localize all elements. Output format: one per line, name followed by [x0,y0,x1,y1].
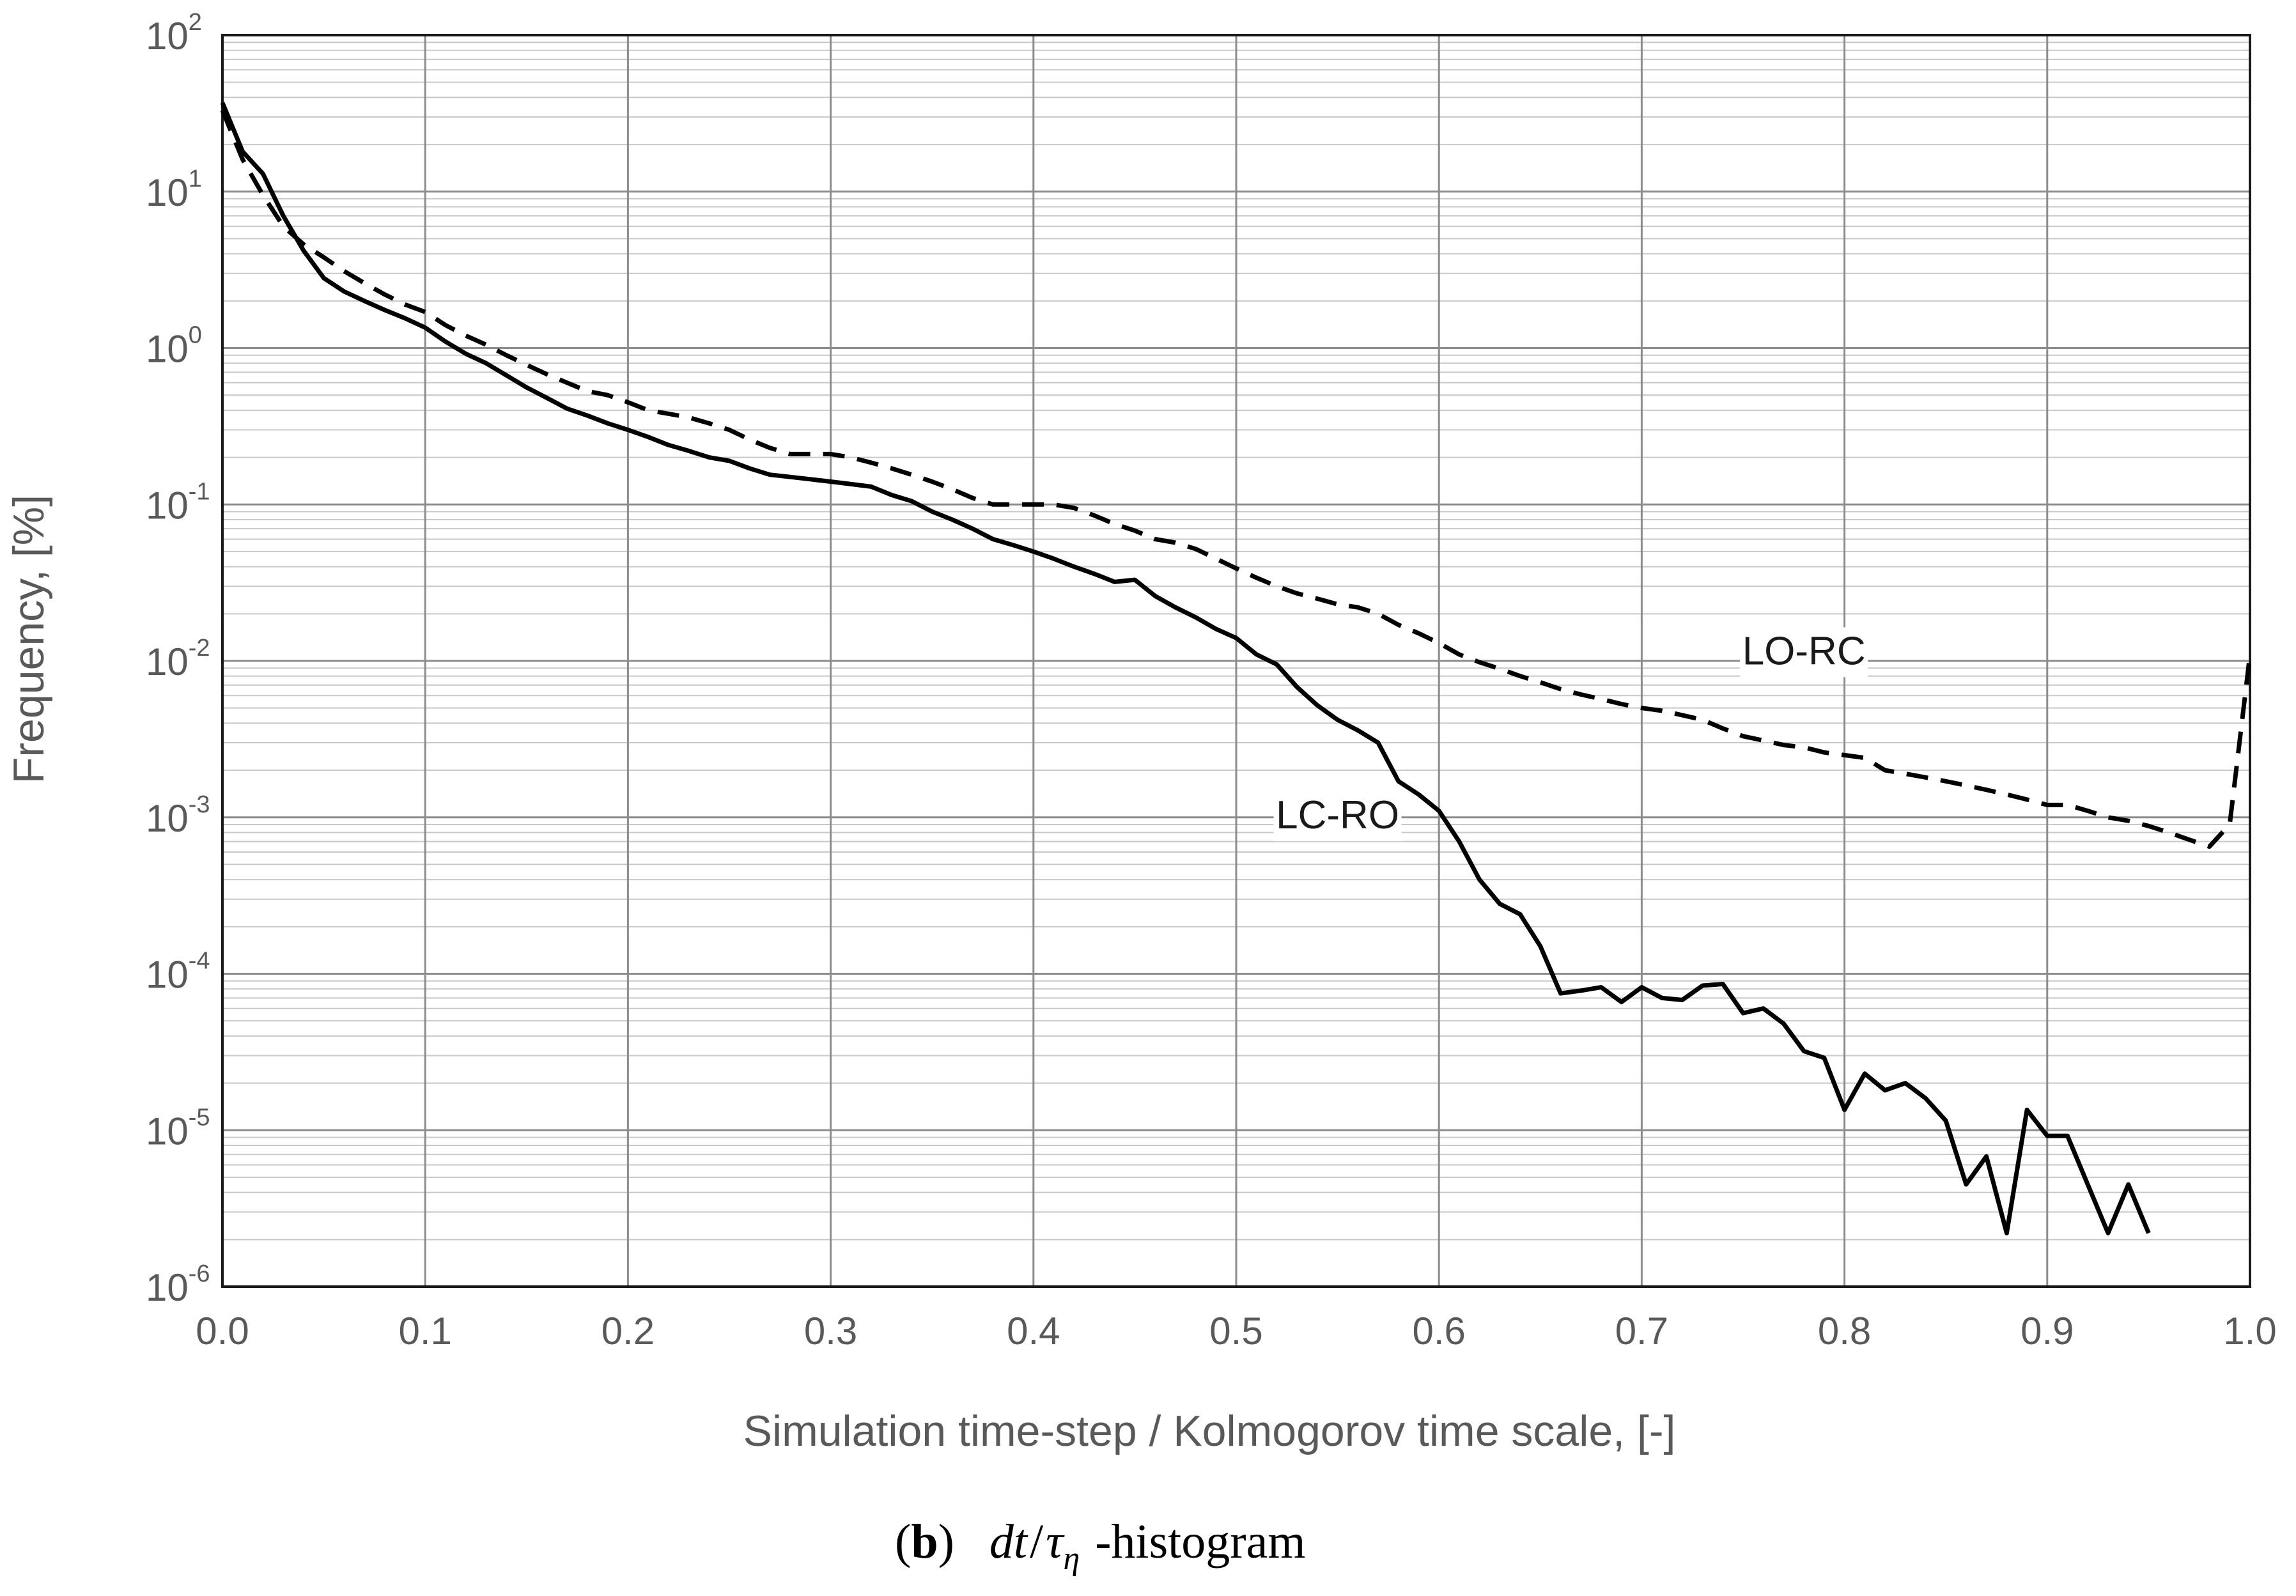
x-tick-label: 0.6 [1412,1310,1465,1352]
annotation-background [1273,791,1402,842]
series-annotation-lc-ro: LC-RO [1276,793,1399,837]
y-tick-base: 10 [146,484,189,527]
caption-panel-letter: b [911,1515,938,1569]
x-axis-label: Simulation time-step / Kolmogorov time s… [743,1407,1676,1455]
caption-close-paren: ) [938,1515,954,1569]
x-tick-label: 0.3 [804,1310,857,1352]
y-tick-label: 10-1 [146,478,210,527]
y-tick-base: 10 [146,15,189,58]
x-tick-label: 1.0 [2223,1310,2276,1352]
caption-math-slash: / [1030,1515,1044,1569]
y-axis-label: Frequency, [%] [4,495,53,784]
x-tick-labels: 0.0 0.1 0.2 0.3 0.4 0.5 0.6 0.7 0.8 0.9 1.0 [196,1310,2276,1352]
y-tick-exponent: 0 [189,322,202,349]
y-tick-label: 101 [146,166,202,214]
y-tick-label: 10-6 [146,1260,210,1309]
caption-suffix: -histogram [1095,1515,1305,1569]
x-tick-label: 0.9 [2021,1310,2074,1352]
series-layer [220,102,2253,1236]
x-tick-label: 0.4 [1007,1310,1060,1352]
y-tick-base: 10 [146,797,189,840]
y-tick-exponent: -4 [189,948,210,975]
x-tick-label: 0.1 [398,1310,451,1352]
series-line-lo-rc [220,109,2253,849]
y-tick-label: 10-4 [146,948,210,996]
y-tick-base: 10 [146,1266,189,1309]
y-tick-exponent: 1 [189,166,202,192]
caption-open-paren: ( [895,1515,911,1569]
series-line-lc-ro [220,102,2151,1236]
major-gridlines [221,34,2251,1288]
y-tick-exponent: -5 [189,1104,210,1131]
y-tick-base: 10 [146,1110,189,1152]
y-tick-base: 10 [146,171,189,214]
y-tick-label: 10-2 [146,635,210,683]
y-tick-label: 10-3 [146,791,210,840]
x-tick-label: 0.8 [1818,1310,1871,1352]
y-tick-exponent: -1 [189,478,210,505]
x-tick-label: 0.0 [196,1310,249,1352]
y-tick-base: 10 [146,954,189,996]
figure-caption: (b) dt/τη -histogram [895,1515,1305,1577]
y-tick-exponent: -3 [189,791,210,818]
series-annotations: LO-RC LC-RO [1273,627,1868,842]
y-tick-label: 10-5 [146,1104,210,1152]
x-tick-label: 0.7 [1615,1310,1668,1352]
y-tick-label: 100 [146,322,202,371]
y-tick-label: 102 [146,9,202,58]
caption-math-tau: τ [1046,1515,1065,1569]
y-tick-base: 10 [146,640,189,683]
y-tick-exponent: 2 [189,9,202,36]
plot-frame [221,34,2251,1288]
y-tick-base: 10 [146,328,189,371]
caption-math-dt: dt [989,1515,1028,1569]
y-tick-exponent: -6 [189,1260,210,1287]
caption-math-eta: η [1063,1540,1080,1577]
x-tick-label: 0.5 [1209,1310,1262,1352]
y-tick-exponent: -2 [189,635,210,662]
series-annotation-lo-rc: LO-RC [1742,629,1866,673]
x-tick-label: 0.2 [601,1310,655,1352]
annotation-background [1740,627,1868,678]
